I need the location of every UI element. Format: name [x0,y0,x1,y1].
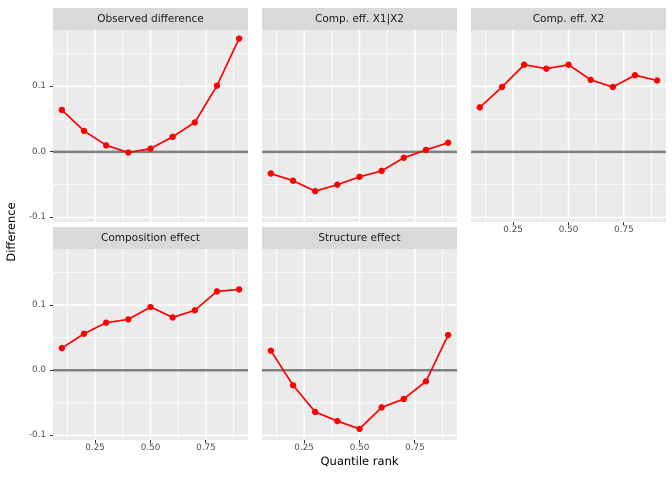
facet-strip: Comp. eff. X1|X2 [262,8,457,30]
data-point [102,319,110,326]
facet-comp-eff-x2: Comp. eff. X2 0.25 0.50 0.75 [471,8,666,238]
tick-mark [50,151,53,153]
data-point [378,404,385,411]
data-point [444,331,452,339]
data-point [609,83,617,91]
x-tick-label: 0.75 [614,225,634,235]
data-point [191,119,199,126]
data-point [543,65,550,72]
data-point [80,127,88,135]
data-point [147,303,154,311]
x-axis: 0.25 0.50 0.75 [262,440,457,456]
tick-mark [205,440,207,443]
x-axis: 0.25 0.50 0.75 [53,440,248,456]
x-tick-label: 0.50 [349,443,370,453]
data-point [311,188,319,195]
y-tick-label: 0.0 [32,146,46,157]
data-point [520,61,528,68]
data-point [213,82,221,89]
data-point [289,382,297,389]
x-tick-label: 0.25 [503,225,523,235]
x-tick-label: 0.75 [196,443,216,453]
tick-mark [50,369,53,371]
panel-comp-eff-x1x2 [262,30,457,222]
data-point [400,154,408,161]
data-point [444,139,452,146]
data-point [235,286,243,293]
panel-observed-difference [53,30,248,222]
data-point [267,170,275,177]
data-point [311,408,319,416]
y-axis-row-0: 0.1 0.0 -0.1 [0,30,53,222]
tick-mark [303,440,305,443]
data-point [58,106,66,114]
facet-comp-eff-x1x2: Comp. eff. X1|X2 [262,8,457,222]
data-point [334,181,341,188]
data-point [334,417,341,425]
x-tick-label: 0.25 [294,443,314,453]
x-tick-label: 0.25 [85,443,105,453]
data-point [422,378,430,385]
tick-mark [359,440,360,443]
data-point [125,316,132,323]
data-point [631,72,639,79]
tick-mark [568,222,569,225]
panel-structure-effect [262,249,457,440]
data-point [80,330,88,337]
tick-mark [150,440,151,443]
data-point [356,425,363,433]
data-point [267,347,275,354]
y-axis-row-1: 0.1 0.0 -0.1 [0,249,53,440]
tick-mark [50,304,53,306]
facet-structure-effect: Structure effect 0.25 0.50 0.75 [262,227,457,456]
x-tick-label: 0.50 [558,225,579,235]
tick-mark [623,222,625,225]
tick-mark [50,434,53,436]
y-tick-label: 0.1 [32,81,46,92]
data-point [169,314,176,321]
data-point [400,395,408,403]
data-point [213,288,221,295]
data-point [289,177,297,184]
x-axis: 0.25 0.50 0.75 [471,222,666,238]
data-point [378,167,385,175]
y-tick-label: 0.0 [32,365,46,376]
x-tick-label: 0.50 [140,443,161,453]
tick-mark [50,85,53,87]
data-point [356,173,363,180]
facet-strip: Composition effect [53,227,248,249]
tick-mark [414,440,416,443]
data-point [476,104,484,111]
data-point [125,149,132,156]
data-point [191,307,199,314]
data-point [565,61,572,68]
x-axis-title: Quantile rank [320,454,399,468]
data-point [102,142,110,149]
facet-observed-difference: Observed difference [53,8,248,222]
data-point [587,76,594,84]
panel-comp-eff-x2 [471,30,666,222]
facet-strip: Structure effect [262,227,457,249]
data-point [498,83,506,91]
panel-composition-effect [53,249,248,440]
data-point [422,146,430,154]
y-tick-label: 0.1 [32,300,46,311]
tick-mark [50,216,53,218]
facet-strip: Observed difference [53,8,248,30]
y-tick-label: -0.1 [28,430,46,441]
tick-mark [512,222,514,225]
data-point [147,145,154,152]
tick-mark [94,440,96,443]
y-tick-label: -0.1 [28,212,46,223]
data-point [653,77,661,84]
data-point [58,344,66,352]
data-point [235,35,243,42]
facet-composition-effect: Composition effect 0.25 0.50 0.75 [53,227,248,456]
facet-strip: Comp. eff. X2 [471,8,666,30]
x-tick-label: 0.75 [405,443,425,453]
data-point [169,133,176,141]
